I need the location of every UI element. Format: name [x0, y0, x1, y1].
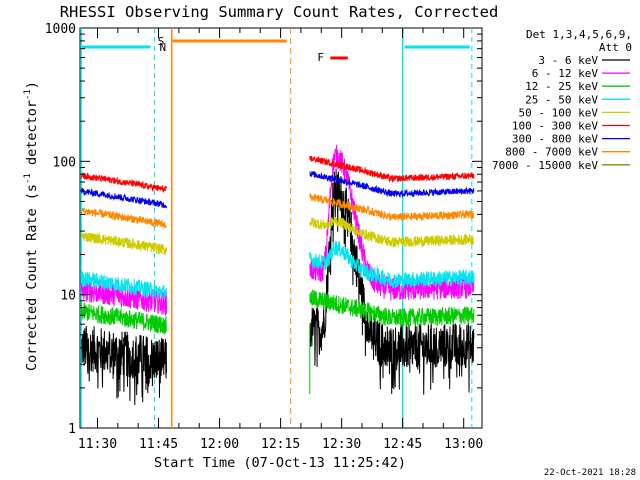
- series-line-b-6: [309, 170, 475, 198]
- flag-overlays: NS F: [80, 28, 473, 428]
- y-tick-label: 10: [60, 289, 76, 304]
- series-line-a-2: [80, 302, 167, 335]
- series-lines: [80, 144, 475, 406]
- plot-frame: [79, 27, 483, 429]
- y-axis-label: Corrected Count Rate (s-1 detector-1): [23, 81, 40, 371]
- series-line-a-3: [80, 271, 167, 301]
- legend-label-3: 25 - 50 keV: [525, 93, 598, 106]
- x-tick-label: 12:45: [383, 437, 422, 452]
- series-line-b-4: [309, 216, 475, 249]
- y-label-part3: ): [24, 81, 40, 89]
- timestamp: 22-Oct-2021 18:28: [544, 468, 636, 478]
- legend-label-4: 50 - 100 keV: [519, 106, 599, 119]
- y-label-sup1: -1: [23, 173, 33, 184]
- series-line-a-5: [80, 172, 167, 193]
- x-tick-label: 13:00: [444, 437, 483, 452]
- x-tick-label: 12:15: [261, 437, 300, 452]
- legend-label-0: 3 - 6 keV: [538, 54, 598, 67]
- x-axis-ticks: 11:30 11:45 12:00 12:15 12:30 12:45 13:00: [78, 28, 483, 452]
- x-tick-label: 11:30: [78, 437, 117, 452]
- saa-flag-label: S: [158, 35, 165, 48]
- series-line-b-5: [309, 156, 475, 184]
- y-label-part2: detector: [24, 100, 40, 173]
- series-line-b-3: [309, 241, 475, 290]
- x-tick-label: 12:00: [200, 437, 239, 452]
- y-tick-label: 1000: [45, 22, 76, 37]
- legend-label-2: 12 - 25 keV: [525, 80, 598, 93]
- legend-label-6: 300 - 800 keV: [512, 133, 598, 146]
- series-line-a-4: [80, 231, 167, 256]
- legend-label-8: 7000 - 15000 keV: [492, 159, 598, 172]
- series-line-b-2: [309, 289, 475, 328]
- y-label-part1: Corrected Count Rate (s: [24, 184, 40, 371]
- y-tick-label: 1: [68, 422, 76, 437]
- series-line-b-7: [309, 193, 475, 222]
- legend-header-line1: Det 1,3,4,5,6,9,: [526, 28, 632, 41]
- series-line-a-0: [80, 325, 167, 406]
- night-flag-label: N: [159, 41, 166, 54]
- chart-title: RHESSI Observing Summary Count Rates, Co…: [60, 3, 499, 21]
- series-line-a-6: [80, 187, 167, 209]
- legend-label-1: 6 - 12 keV: [532, 67, 599, 80]
- y-tick-label: 100: [53, 155, 76, 170]
- series-line-a-7: [80, 207, 167, 229]
- legend-header-line2: Att 0: [599, 41, 632, 54]
- y-label-sup2: -1: [23, 89, 33, 100]
- x-axis-label: Start Time (07-Oct-13 11:25:42): [154, 455, 406, 471]
- legend-label-7: 800 - 7000 keV: [505, 146, 598, 159]
- y-axis-ticks: 1 10 100 1000: [45, 22, 482, 437]
- x-tick-label: 12:30: [322, 437, 361, 452]
- x-tick-label: 11:45: [139, 437, 178, 452]
- plot-area: NS F 1 10 100 1000 11:30 11:45 12:00 12:15 12:30…: [45, 22, 484, 452]
- legend-label-5: 100 - 300 keV: [512, 120, 598, 133]
- flare-flag-label: F: [317, 51, 324, 64]
